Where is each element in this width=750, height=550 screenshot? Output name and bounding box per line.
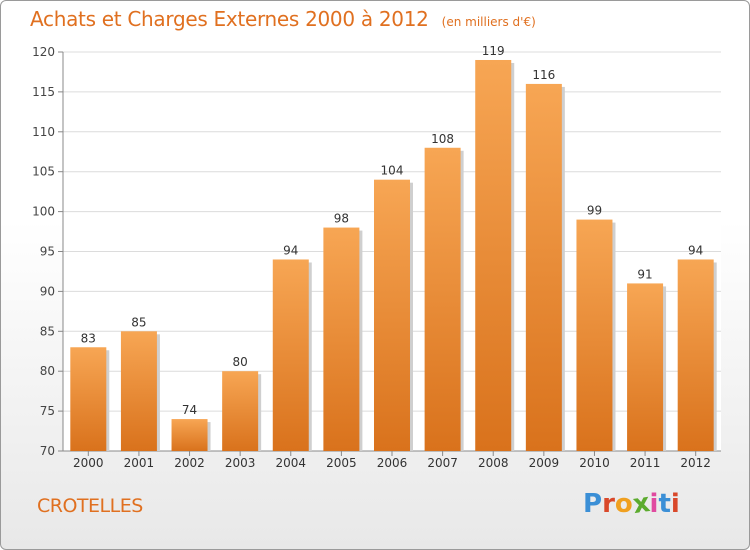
bar xyxy=(424,147,461,451)
data-label: 94 xyxy=(688,243,703,257)
bar xyxy=(374,179,410,451)
x-tick-label: 2006 xyxy=(377,456,408,470)
logo-letter: i xyxy=(649,489,659,519)
logo-letter: P xyxy=(583,489,603,519)
bar xyxy=(323,227,360,451)
x-tick-label: 2004 xyxy=(275,456,306,470)
bar xyxy=(171,419,208,451)
y-tick-label: 70 xyxy=(40,444,55,458)
data-label: 94 xyxy=(283,243,298,257)
x-tick-label: 2005 xyxy=(326,456,357,470)
logo-letter: r xyxy=(602,489,615,519)
x-tick-label: 2012 xyxy=(680,456,711,470)
bar xyxy=(272,259,309,451)
data-label: 91 xyxy=(637,267,652,281)
data-label: 80 xyxy=(233,355,248,369)
title-block: Achats et Charges Externes 2000 à 2012 (… xyxy=(30,7,536,31)
x-tick-label: 2010 xyxy=(579,456,610,470)
y-tick-label: 95 xyxy=(40,245,55,259)
data-labels: 83 85 74 80 94 98 104 108 119 116 99 91 94 xyxy=(81,44,704,417)
logo-letter: o xyxy=(614,489,633,519)
data-label: 99 xyxy=(587,204,602,218)
chart-subtitle: (en milliers d'€) xyxy=(441,15,536,29)
bar xyxy=(627,283,664,451)
bar xyxy=(222,371,259,451)
x-tick-label: 2001 xyxy=(124,456,155,470)
y-tick-label: 100 xyxy=(32,205,55,219)
y-tick-label: 120 xyxy=(32,45,55,59)
data-label: 104 xyxy=(381,164,404,178)
data-label: 83 xyxy=(81,331,96,345)
bars xyxy=(70,59,717,452)
logo-letter: t xyxy=(658,489,671,519)
logo-letter: i xyxy=(670,489,680,519)
data-label: 85 xyxy=(131,315,146,329)
x-tick-label: 2008 xyxy=(478,456,509,470)
bar xyxy=(475,59,512,451)
x-tick-label: 2009 xyxy=(529,456,560,470)
data-label: 108 xyxy=(431,132,454,146)
y-tick-label: 80 xyxy=(40,364,55,378)
x-tick-label: 2011 xyxy=(630,456,661,470)
y-tick-label: 85 xyxy=(40,324,55,338)
proxiti-logo[interactable]: Proxiti xyxy=(583,487,680,521)
bar xyxy=(70,347,107,451)
y-tick-label: 90 xyxy=(40,284,55,298)
data-label: 119 xyxy=(482,44,505,58)
x-tick-label: 2007 xyxy=(427,456,458,470)
y-tick-label: 105 xyxy=(32,165,55,179)
y-tick-label: 115 xyxy=(32,85,55,99)
commune-name: CROTELLES xyxy=(37,495,143,517)
bar xyxy=(576,219,613,451)
y-tick-label: 110 xyxy=(32,125,55,139)
y-tick-label: 75 xyxy=(40,404,55,418)
chart-title: Achats et Charges Externes 2000 à 2012 xyxy=(30,7,429,31)
x-tick-label: 2000 xyxy=(73,456,104,470)
bar xyxy=(120,331,157,451)
data-label: 74 xyxy=(182,403,197,417)
x-tick-label: 2003 xyxy=(225,456,256,470)
data-label: 98 xyxy=(334,212,349,226)
bar xyxy=(677,259,714,451)
x-tick-label: 2002 xyxy=(174,456,205,470)
bar xyxy=(525,83,562,452)
logo-letter: x xyxy=(630,487,652,521)
data-label: 116 xyxy=(532,68,555,82)
